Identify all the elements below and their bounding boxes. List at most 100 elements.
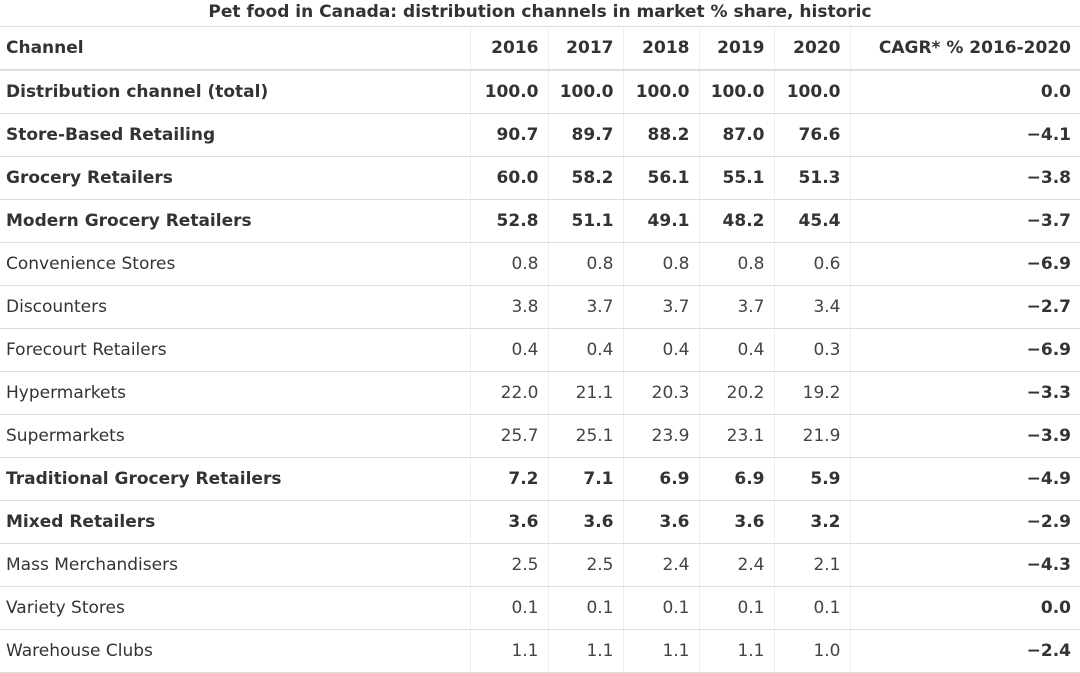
value-cell: 25.7 [469,414,548,458]
value-cell: 20.3 [622,371,699,415]
channel-cell: Modern Grocery Retailers [0,199,470,243]
value-cell: 45.4 [773,199,850,243]
value-cell: 100.0 [698,70,774,114]
table-row: Discounters 3.8 3.7 3.7 3.7 3.4 −2.7 [0,285,1080,329]
table-body: Distribution channel (total) 100.0 100.0 10… [0,70,1080,673]
value-cell: −2.9 [849,500,1080,544]
value-cell: 0.8 [469,242,548,286]
value-cell: 51.3 [773,156,850,200]
value-cell: 3.8 [469,285,548,329]
value-cell: 0.0 [849,70,1080,114]
table-row: Traditional Grocery Retailers 7.2 7.1 6.9 6.… [0,457,1080,501]
channel-cell: Warehouse Clubs [0,629,470,673]
table-row: Forecourt Retailers 0.4 0.4 0.4 0.4 0.3 −6.9 [0,328,1080,372]
value-cell: 6.9 [698,457,774,501]
value-cell: 100.0 [547,70,623,114]
value-cell: 23.1 [698,414,774,458]
value-cell: 1.1 [698,629,774,673]
value-cell: 3.6 [469,500,548,544]
header-row: Channel 2016 2017 2018 2019 2020 CAGR* % 2016-… [0,26,1080,71]
channel-cell: Discounters [0,285,470,329]
value-cell: 20.2 [698,371,774,415]
value-cell: 90.7 [469,113,548,157]
header-cell: 2018 [622,26,699,71]
header-cell: CAGR* % 2016-2020 [849,26,1080,71]
value-cell: 3.7 [622,285,699,329]
value-cell: 25.1 [547,414,623,458]
value-cell: 1.1 [622,629,699,673]
value-cell: 7.2 [469,457,548,501]
channel-cell: Grocery Retailers [0,156,470,200]
value-cell: 3.4 [773,285,850,329]
value-cell: 49.1 [622,199,699,243]
value-cell: 6.9 [622,457,699,501]
table-row: Mass Merchandisers 2.5 2.5 2.4 2.4 2.1 −4.3 [0,543,1080,587]
header-cell: 2019 [698,26,774,71]
channel-cell: Traditional Grocery Retailers [0,457,470,501]
header-cell: 2020 [773,26,850,71]
value-cell: −3.3 [849,371,1080,415]
value-cell: 2.5 [469,543,548,587]
value-cell: 100.0 [622,70,699,114]
value-cell: 51.1 [547,199,623,243]
table-row: Hypermarkets 22.0 21.1 20.3 20.2 19.2 −3.3 [0,371,1080,415]
value-cell: 3.2 [773,500,850,544]
value-cell: 21.9 [773,414,850,458]
value-cell: 22.0 [469,371,548,415]
value-cell: 1.1 [547,629,623,673]
channel-cell: Distribution channel (total) [0,70,470,114]
table-row: Mixed Retailers 3.6 3.6 3.6 3.6 3.2 −2.9 [0,500,1080,544]
value-cell: 3.6 [698,500,774,544]
table-row: Convenience Stores 0.8 0.8 0.8 0.8 0.6 −6.9 [0,242,1080,286]
value-cell: 0.6 [773,242,850,286]
value-cell: −2.7 [849,285,1080,329]
channel-cell: Mixed Retailers [0,500,470,544]
value-cell: 52.8 [469,199,548,243]
value-cell: 55.1 [698,156,774,200]
value-cell: 7.1 [547,457,623,501]
channel-cell: Forecourt Retailers [0,328,470,372]
value-cell: −3.7 [849,199,1080,243]
value-cell: 2.5 [547,543,623,587]
value-cell: 3.6 [622,500,699,544]
value-cell: 21.1 [547,371,623,415]
value-cell: 3.6 [547,500,623,544]
value-cell: 89.7 [547,113,623,157]
channel-cell: Convenience Stores [0,242,470,286]
value-cell: 0.4 [547,328,623,372]
value-cell: −4.9 [849,457,1080,501]
value-cell: 0.8 [622,242,699,286]
value-cell: 3.7 [698,285,774,329]
value-cell: −4.3 [849,543,1080,587]
value-cell: 0.3 [773,328,850,372]
value-cell: −3.8 [849,156,1080,200]
value-cell: 60.0 [469,156,548,200]
value-cell: 0.8 [547,242,623,286]
channel-cell: Supermarkets [0,414,470,458]
value-cell: 58.2 [547,156,623,200]
value-cell: 0.1 [547,586,623,630]
value-cell: 0.1 [622,586,699,630]
value-cell: 19.2 [773,371,850,415]
value-cell: 0.0 [849,586,1080,630]
header-cell: Channel [0,26,470,71]
header-cell: 2017 [547,26,623,71]
value-cell: 88.2 [622,113,699,157]
value-cell: 2.1 [773,543,850,587]
value-cell: −6.9 [849,242,1080,286]
value-cell: 2.4 [698,543,774,587]
table-row: Variety Stores 0.1 0.1 0.1 0.1 0.1 0.0 [0,586,1080,630]
value-cell: 23.9 [622,414,699,458]
channel-cell: Store-Based Retailing [0,113,470,157]
value-cell: −4.1 [849,113,1080,157]
value-cell: 2.4 [622,543,699,587]
channel-cell: Mass Merchandisers [0,543,470,587]
value-cell: 1.0 [773,629,850,673]
table-title: Pet food in Canada: distribution channel… [208,2,872,22]
data-table: Channel 2016 2017 2018 2019 2020 CAGR* % 2016-… [0,26,1080,673]
value-cell: −3.9 [849,414,1080,458]
table-row: Grocery Retailers 60.0 58.2 56.1 55.1 51.3 −3.… [0,156,1080,200]
header-cell: 2016 [469,26,548,71]
value-cell: 56.1 [622,156,699,200]
